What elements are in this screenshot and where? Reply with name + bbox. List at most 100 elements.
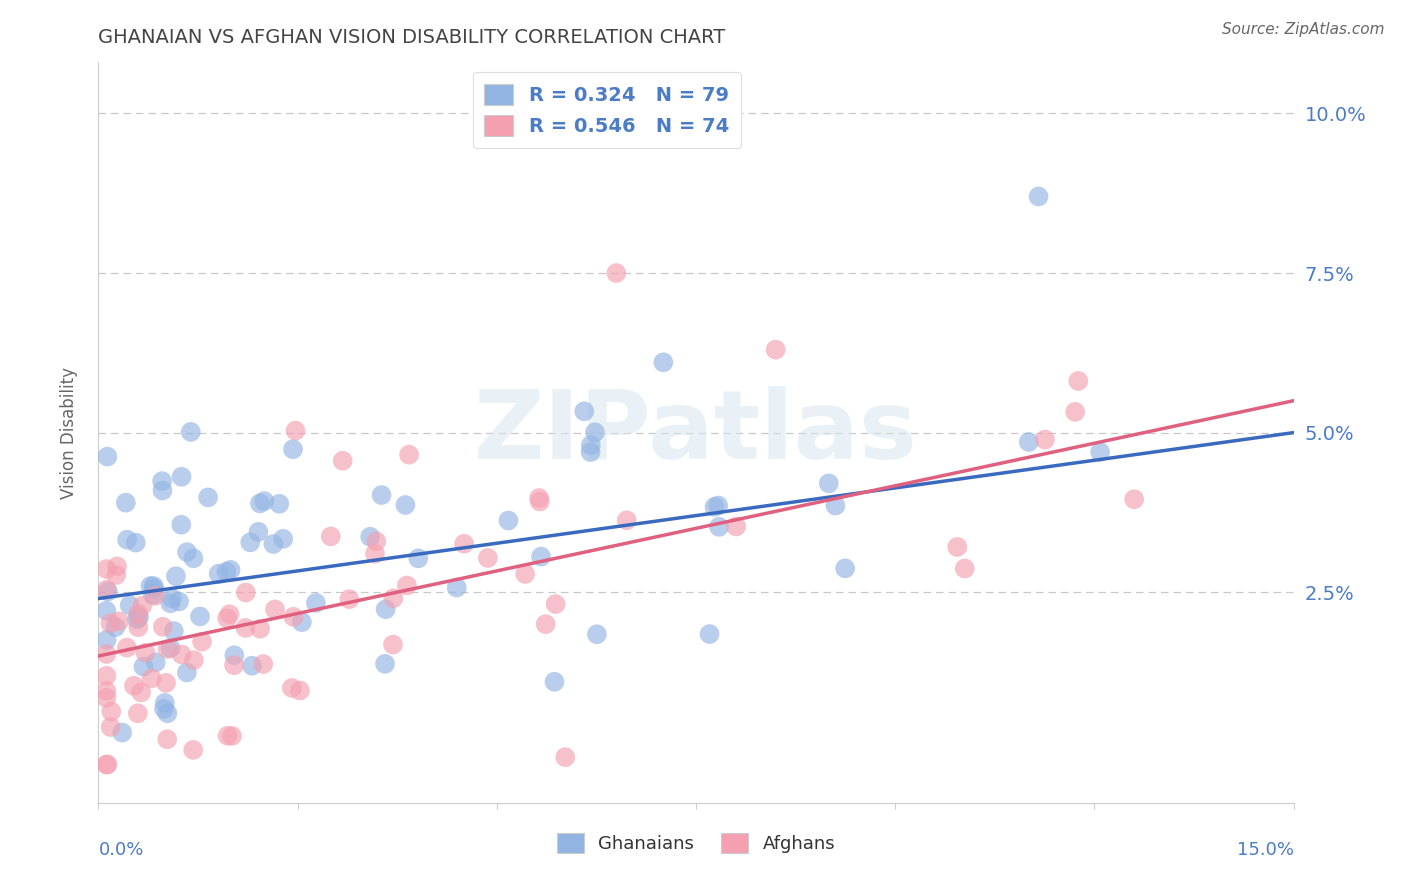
Point (183, 653, 205, 667)
Point (96, 647, 118, 661)
Point (96, 562, 118, 576)
Point (97, 584, 120, 599)
Point (725, 519, 748, 533)
Point (104, 620, 127, 634)
Point (105, 568, 128, 582)
Text: 0.0%: 0.0% (98, 841, 143, 859)
Point (359, 530, 381, 544)
Point (707, 499, 730, 513)
Point (382, 638, 405, 652)
Point (616, 513, 638, 527)
Point (115, 533, 138, 547)
Point (446, 581, 468, 595)
Point (152, 483, 174, 498)
Point (96, 604, 118, 618)
Point (224, 648, 246, 663)
Point (1033, 433, 1056, 447)
Point (170, 469, 193, 483)
Point (197, 491, 219, 505)
Point (127, 620, 149, 634)
Point (100, 705, 122, 719)
Point (108, 615, 131, 629)
Point (1018, 435, 1040, 450)
Point (477, 551, 499, 566)
Point (217, 729, 239, 743)
Point (544, 597, 567, 611)
Point (143, 582, 166, 596)
Point (574, 404, 596, 418)
Point (125, 535, 148, 549)
Point (374, 602, 396, 616)
Point (155, 676, 177, 690)
Point (156, 732, 179, 747)
Point (394, 498, 416, 512)
Point (284, 424, 307, 438)
Point (222, 658, 245, 673)
Point (156, 706, 179, 721)
Point (534, 617, 557, 632)
Point (239, 535, 262, 549)
Point (579, 445, 602, 459)
Point (111, 725, 134, 739)
Point (291, 615, 314, 629)
Point (96, 450, 118, 464)
Point (319, 529, 342, 543)
Point (129, 685, 152, 699)
Point (946, 540, 969, 554)
Point (543, 674, 565, 689)
Point (366, 534, 388, 549)
Point (703, 500, 725, 514)
Point (281, 442, 304, 457)
Point (240, 658, 263, 673)
Point (125, 612, 148, 626)
Text: ZIPatlas: ZIPatlas (474, 386, 918, 479)
Point (141, 671, 163, 685)
Point (554, 750, 576, 764)
Point (180, 425, 202, 439)
Point (281, 681, 304, 695)
Point (395, 578, 418, 592)
Point (139, 579, 162, 593)
Point (145, 655, 167, 669)
Point (159, 596, 181, 610)
Text: GHANAIAN VS AFGHAN VISION DISABILITY CORRELATION CHART: GHANAIAN VS AFGHAN VISION DISABILITY COR… (98, 28, 725, 47)
Point (817, 476, 839, 491)
Point (529, 494, 551, 508)
Point (100, 720, 122, 734)
Point (165, 569, 187, 583)
Point (824, 499, 846, 513)
Point (181, 743, 204, 757)
Point (127, 607, 149, 621)
Point (332, 454, 354, 468)
Point (262, 537, 284, 551)
Point (215, 565, 238, 579)
Point (264, 602, 287, 616)
Point (398, 448, 420, 462)
Point (364, 547, 387, 561)
Point (271, 532, 294, 546)
Point (269, 497, 291, 511)
Point (96, 683, 118, 698)
Point (153, 696, 176, 710)
Point (382, 591, 405, 606)
Point (1064, 405, 1087, 419)
Point (283, 610, 305, 624)
Legend: Ghanaians, Afghans: Ghanaians, Afghans (550, 826, 842, 861)
Point (527, 491, 550, 505)
Point (498, 514, 520, 528)
Point (235, 585, 257, 599)
Point (515, 566, 537, 581)
Point (114, 496, 136, 510)
Point (1123, 492, 1146, 507)
Point (252, 657, 274, 671)
Point (142, 588, 165, 602)
Point (583, 425, 606, 440)
Point (374, 657, 396, 671)
Point (579, 438, 602, 452)
Point (188, 609, 211, 624)
Point (96, 690, 118, 705)
Point (1028, 189, 1050, 203)
Point (953, 561, 976, 575)
Point (153, 702, 176, 716)
Point (707, 520, 730, 534)
